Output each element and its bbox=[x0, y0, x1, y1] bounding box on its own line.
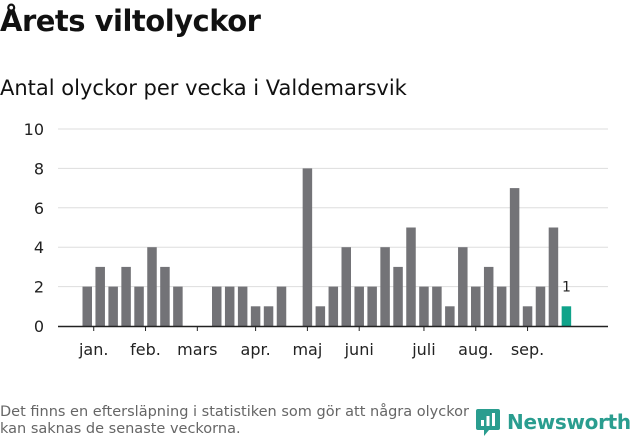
bar bbox=[250, 306, 261, 326]
bar bbox=[535, 286, 546, 326]
bar bbox=[276, 286, 287, 326]
bar bbox=[354, 286, 364, 326]
x-tick-label: mars bbox=[177, 340, 217, 359]
newsworthy-logo[interactable]: Newsworthy bbox=[475, 407, 631, 437]
bar bbox=[212, 286, 222, 326]
bar bbox=[328, 286, 339, 326]
y-tick-label: 6 bbox=[34, 199, 44, 218]
bar bbox=[509, 188, 520, 326]
bar bbox=[147, 247, 157, 326]
chart-title: Årets viltolyckor bbox=[0, 4, 261, 38]
bar bbox=[160, 266, 170, 326]
x-tick-label: apr. bbox=[241, 340, 271, 359]
bar bbox=[237, 286, 248, 326]
bar bbox=[483, 266, 494, 326]
bar bbox=[134, 286, 144, 326]
x-tick-label: juni bbox=[344, 340, 374, 359]
bar bbox=[380, 247, 390, 326]
footnote: Det finns en eftersläpning i statistiken… bbox=[0, 404, 469, 437]
bar-chart: 0 2 4 6 8 10 1 jan. feb. mars apr. maj juni juli aug. s… bbox=[24, 120, 608, 359]
chart-subtitle: Antal olyckor per vecka i Valdemarsvik bbox=[0, 76, 407, 100]
bar bbox=[302, 168, 313, 326]
bar bbox=[522, 306, 533, 326]
bar bbox=[367, 286, 377, 326]
bar bbox=[121, 266, 131, 326]
bar bbox=[108, 286, 118, 326]
y-tick-label: 4 bbox=[34, 238, 44, 257]
bar bbox=[496, 286, 507, 326]
x-tick-label: aug. bbox=[458, 340, 493, 359]
bar bbox=[224, 286, 235, 326]
y-tick-label: 10 bbox=[24, 120, 44, 139]
bar bbox=[341, 247, 351, 326]
bar bbox=[432, 286, 442, 326]
bar bbox=[263, 306, 274, 326]
y-tick-label: 0 bbox=[34, 317, 44, 336]
x-tick-label: feb. bbox=[130, 340, 161, 359]
bar bbox=[445, 306, 455, 326]
bar bbox=[548, 227, 559, 326]
x-tick-label: maj bbox=[292, 340, 322, 359]
y-tick-label: 8 bbox=[34, 159, 44, 178]
y-tick-label: 2 bbox=[34, 278, 44, 297]
brand-name: Newsworthy bbox=[507, 410, 631, 434]
bar bbox=[471, 286, 481, 326]
x-tick-label: sep. bbox=[511, 340, 544, 359]
bar bbox=[82, 286, 92, 326]
bar bbox=[315, 306, 326, 326]
data-label: 1 bbox=[562, 279, 571, 295]
bar bbox=[393, 266, 403, 326]
bar bbox=[406, 227, 416, 326]
bar bbox=[173, 286, 183, 326]
x-tick-label: juli bbox=[411, 340, 435, 359]
bar bbox=[458, 247, 468, 326]
bar bbox=[95, 266, 105, 326]
bar-current-week bbox=[561, 306, 572, 326]
bar bbox=[419, 286, 429, 326]
x-tick-label: jan. bbox=[78, 340, 108, 359]
speech-bubble-chart-icon bbox=[476, 409, 500, 436]
